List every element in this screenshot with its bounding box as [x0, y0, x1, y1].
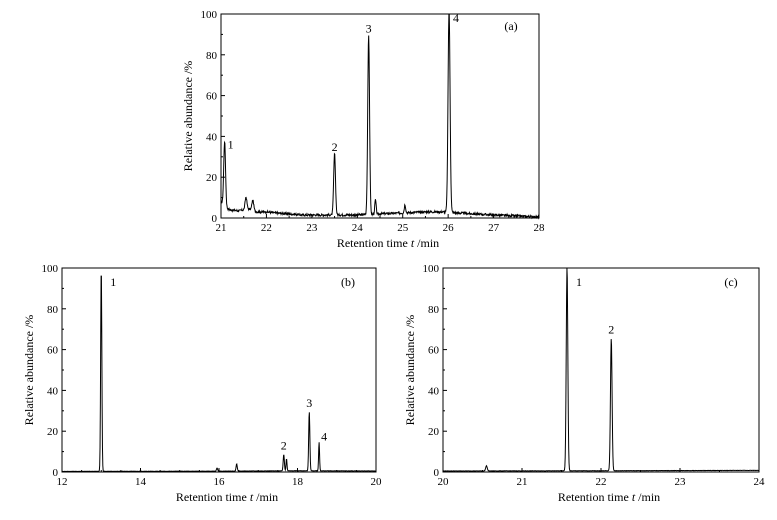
- panel-label: (c): [724, 275, 737, 289]
- peak-label: 3: [306, 396, 312, 410]
- x-tick-label: 22: [261, 222, 272, 234]
- x-tick-label: 20: [371, 476, 383, 488]
- peak-label: 2: [281, 439, 287, 453]
- chromatogram-trace: [220, 13, 540, 220]
- peak-label: 1: [576, 275, 582, 289]
- peak-label: 1: [228, 138, 234, 152]
- x-axis-label: Retention time t /min: [176, 490, 278, 504]
- x-tick-label: 26: [443, 222, 455, 234]
- x-tick-label: 24: [352, 222, 364, 234]
- y-tick-label: 60: [206, 91, 218, 103]
- y-tick-label: 80: [428, 304, 440, 316]
- x-tick-label: 14: [135, 476, 147, 488]
- y-axis-label: Relative abundance /%: [181, 61, 195, 172]
- y-tick-label: 80: [47, 304, 59, 316]
- y-tick-label: 60: [428, 345, 440, 357]
- x-axis-label: Retention time t /min: [337, 236, 439, 250]
- peak-label: 2: [608, 322, 614, 336]
- plot-frame: [61, 267, 377, 473]
- panel-label: (a): [504, 19, 517, 33]
- y-tick-label: 60: [47, 345, 59, 357]
- y-tick-label: 40: [47, 385, 59, 397]
- y-tick-label: 20: [47, 426, 59, 438]
- x-tick-label: 25: [397, 222, 409, 234]
- y-tick-label: 0: [212, 213, 218, 225]
- y-tick-label: 100: [42, 263, 59, 275]
- peak-label: 3: [366, 21, 372, 35]
- chromatogram-trace: [442, 267, 760, 472]
- x-tick-label: 18: [292, 476, 304, 488]
- y-tick-label: 20: [206, 172, 218, 184]
- x-tick-label: 23: [306, 222, 318, 234]
- x-axis-label: Retention time t /min: [558, 490, 660, 504]
- peak-label: 2: [332, 140, 338, 154]
- y-tick-label: 20: [428, 426, 440, 438]
- peak-label: 4: [321, 429, 327, 443]
- panel-label: (b): [341, 275, 355, 289]
- y-tick-label: 0: [53, 467, 59, 479]
- y-axis-label: Relative abundance /%: [403, 315, 417, 426]
- y-tick-label: 80: [206, 50, 218, 62]
- x-tick-label: 28: [534, 222, 546, 234]
- chromatogram-trace: [61, 275, 377, 473]
- x-tick-label: 21: [517, 476, 528, 488]
- peak-label: 1: [110, 275, 116, 289]
- x-tick-label: 24: [754, 476, 766, 488]
- y-tick-label: 40: [206, 131, 218, 143]
- x-tick-label: 16: [214, 476, 226, 488]
- plot-frame: [442, 267, 760, 473]
- y-tick-label: 100: [201, 9, 218, 21]
- x-tick-label: 21: [216, 222, 227, 234]
- y-tick-label: 40: [428, 385, 440, 397]
- y-tick-label: 0: [434, 467, 440, 479]
- y-axis-label: Relative abundance /%: [22, 315, 36, 426]
- x-tick-label: 27: [488, 222, 500, 234]
- y-tick-label: 100: [423, 263, 440, 275]
- peak-label: 4: [453, 11, 459, 25]
- x-tick-label: 22: [596, 476, 607, 488]
- x-tick-label: 23: [675, 476, 687, 488]
- x-tick-label: 20: [438, 476, 450, 488]
- x-tick-label: 12: [57, 476, 68, 488]
- plot-frame: [220, 13, 540, 219]
